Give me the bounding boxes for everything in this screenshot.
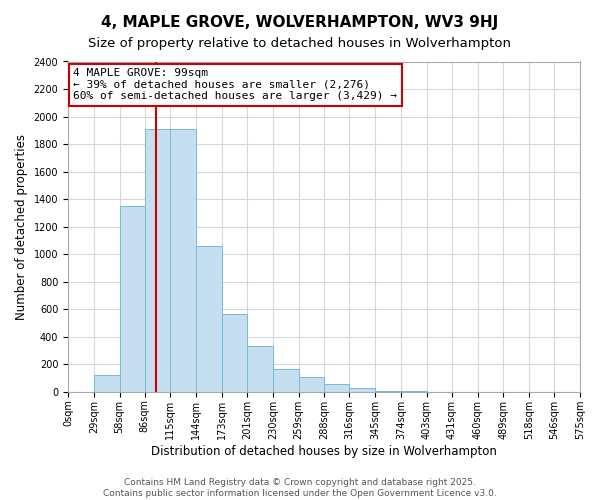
X-axis label: Distribution of detached houses by size in Wolverhampton: Distribution of detached houses by size … bbox=[151, 444, 497, 458]
Bar bbox=[401, 391, 427, 392]
Bar bbox=[247, 346, 273, 392]
Y-axis label: Number of detached properties: Number of detached properties bbox=[15, 134, 28, 320]
Bar bbox=[325, 384, 349, 392]
Bar bbox=[375, 391, 401, 392]
Bar bbox=[119, 206, 145, 392]
Text: 4, MAPLE GROVE, WOLVERHAMPTON, WV3 9HJ: 4, MAPLE GROVE, WOLVERHAMPTON, WV3 9HJ bbox=[101, 15, 499, 30]
Bar bbox=[94, 374, 119, 392]
Bar bbox=[170, 129, 196, 392]
Bar bbox=[145, 129, 170, 392]
Text: Size of property relative to detached houses in Wolverhampton: Size of property relative to detached ho… bbox=[89, 38, 511, 51]
Text: Contains HM Land Registry data © Crown copyright and database right 2025.
Contai: Contains HM Land Registry data © Crown c… bbox=[103, 478, 497, 498]
Bar bbox=[196, 246, 222, 392]
Bar bbox=[222, 314, 247, 392]
Bar bbox=[299, 378, 325, 392]
Bar bbox=[349, 388, 375, 392]
Text: 4 MAPLE GROVE: 99sqm
← 39% of detached houses are smaller (2,276)
60% of semi-de: 4 MAPLE GROVE: 99sqm ← 39% of detached h… bbox=[73, 68, 397, 102]
Bar bbox=[273, 369, 299, 392]
